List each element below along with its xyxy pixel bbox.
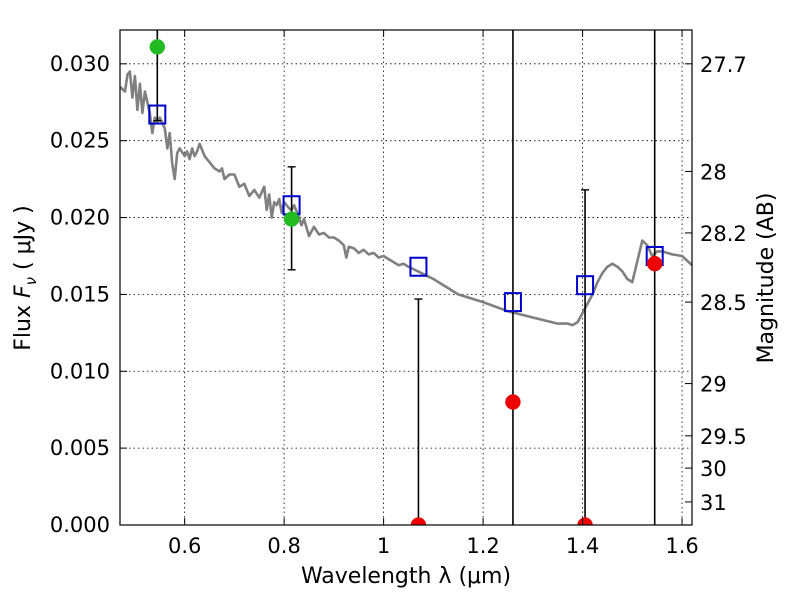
x-tick-label: 1.6 xyxy=(665,534,698,558)
x-tick-label: 1 xyxy=(377,534,390,558)
measurement-point xyxy=(410,517,427,525)
x-axis-label: Wavelength λ (μm) xyxy=(301,564,511,589)
x-tick-label: 0.8 xyxy=(267,534,300,558)
right-tick-label: 28 xyxy=(700,160,727,184)
right-axis-label: Magnitude (AB) xyxy=(754,193,779,364)
y-axis-ticks: 0.000 0.005 0.010 0.015 0.020 0.025 0.030 xyxy=(50,52,127,537)
y-tick-label: 0.015 xyxy=(50,282,110,306)
y-tick-label: 0.025 xyxy=(50,129,110,153)
y-axis-label: Flux Fν ( μJy ) xyxy=(11,205,40,350)
right-tick-label: 31 xyxy=(700,491,727,515)
y-axis-label-suffix: ( μJy ) xyxy=(11,205,36,277)
error-bars xyxy=(153,30,656,525)
right-tick-label: 28.2 xyxy=(700,222,747,246)
right-tick-label: 28.5 xyxy=(700,291,747,315)
y-tick-label: 0.005 xyxy=(50,436,110,460)
x-tick-label: 1.4 xyxy=(566,534,599,558)
y-axis-label-prefix: Flux xyxy=(11,298,36,351)
measurement-point xyxy=(646,255,663,272)
y-tick-label: 0.010 xyxy=(50,359,110,383)
model-photometry-square xyxy=(576,275,595,296)
y-tick-label: 0.030 xyxy=(50,52,110,76)
plot-frame xyxy=(119,29,693,526)
right-axis-ticks: 27.7 28 28.2 28.5 29 29.5 30 31 xyxy=(685,53,747,515)
right-tick-label: 30 xyxy=(700,457,727,481)
right-tick-label: 27.7 xyxy=(700,53,747,77)
measurement-point xyxy=(577,517,593,525)
detection-point xyxy=(283,211,300,227)
right-tick-label: 29.5 xyxy=(700,425,747,449)
plot-area xyxy=(120,30,692,525)
model-photometry-square xyxy=(148,104,167,125)
model-photometry-square xyxy=(409,256,428,277)
markers xyxy=(148,39,664,525)
model-photometry-square xyxy=(503,292,522,313)
y-tick-label: 0.000 xyxy=(50,513,110,537)
measurement-point xyxy=(505,394,521,410)
detection-point xyxy=(149,39,166,55)
y-tick-label: 0.020 xyxy=(50,206,110,230)
spectrum-line xyxy=(119,70,693,327)
y-axis-label-symbol: F xyxy=(11,285,36,298)
y-axis-label-subscript: ν xyxy=(22,277,40,285)
x-axis-ticks: 0.6 0.8 1 1.2 1.4 1.6 xyxy=(168,30,699,558)
x-tick-label: 0.6 xyxy=(168,534,201,558)
spectrum-layer xyxy=(119,70,693,327)
right-tick-label: 29 xyxy=(700,373,727,397)
grid xyxy=(120,30,692,525)
x-tick-label: 1.2 xyxy=(466,534,499,558)
